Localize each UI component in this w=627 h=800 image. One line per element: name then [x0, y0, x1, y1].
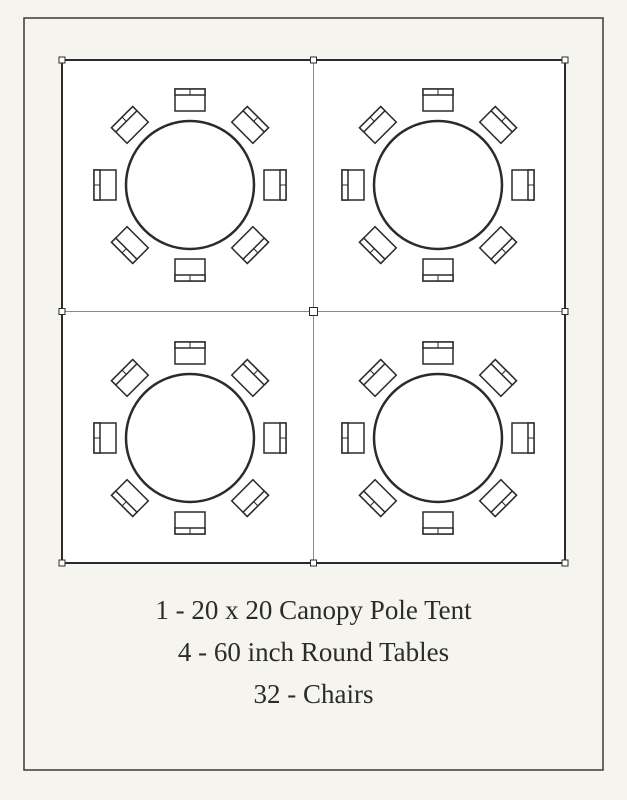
chair [175, 259, 205, 281]
edge-marker [562, 57, 568, 63]
edge-marker [562, 309, 568, 315]
chair [94, 170, 116, 200]
edge-marker [59, 309, 65, 315]
chair [423, 89, 453, 111]
center-pole-marker [310, 308, 318, 316]
chair [423, 512, 453, 534]
chair [512, 423, 534, 453]
edge-marker [311, 57, 317, 63]
chair [342, 423, 364, 453]
chair [175, 89, 205, 111]
caption-block: 1 - 20 x 20 Canopy Pole Tent4 - 60 inch … [0, 590, 627, 716]
chair [423, 259, 453, 281]
chair [423, 342, 453, 364]
chair [175, 512, 205, 534]
edge-marker [59, 57, 65, 63]
edge-marker [311, 560, 317, 566]
chair [264, 170, 286, 200]
edge-marker [562, 560, 568, 566]
round-table [374, 374, 502, 502]
caption-line: 32 - Chairs [0, 674, 627, 716]
edge-marker [59, 560, 65, 566]
chair [342, 170, 364, 200]
round-table [126, 374, 254, 502]
chair [175, 342, 205, 364]
chair [512, 170, 534, 200]
caption-line: 4 - 60 inch Round Tables [0, 632, 627, 674]
chair [264, 423, 286, 453]
layout-diagram: 1 - 20 x 20 Canopy Pole Tent4 - 60 inch … [0, 0, 627, 800]
round-table [126, 121, 254, 249]
round-table [374, 121, 502, 249]
caption-line: 1 - 20 x 20 Canopy Pole Tent [0, 590, 627, 632]
chair [94, 423, 116, 453]
